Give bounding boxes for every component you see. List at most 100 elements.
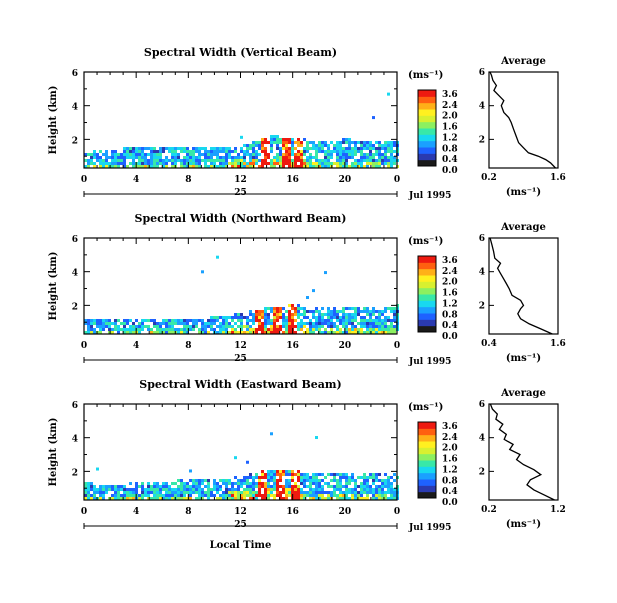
heatmap-cell	[291, 138, 294, 141]
heatmap-cell	[351, 473, 354, 476]
heatmap-cell	[378, 473, 381, 476]
heatmap-cell	[186, 488, 189, 491]
heatmap-cell	[243, 144, 246, 147]
heatmap-cell	[255, 159, 258, 162]
heatmap-cell	[141, 325, 144, 328]
heatmap-cell	[390, 150, 393, 153]
heatmap-cell	[144, 153, 147, 156]
heatmap-cell	[138, 328, 141, 331]
heatmap-cell	[360, 485, 363, 488]
heatmap-cell	[309, 310, 312, 313]
heatmap-cell	[267, 153, 270, 156]
heatmap-cell	[276, 479, 279, 482]
heatmap-cell	[348, 482, 351, 485]
heatmap-cell	[204, 328, 207, 331]
heatmap-cell	[117, 488, 120, 491]
heatmap-cell	[285, 144, 288, 147]
heatmap-cell	[270, 165, 273, 168]
heatmap-cell	[273, 325, 276, 328]
heatmap-cell	[345, 476, 348, 479]
heatmap-cell	[288, 322, 291, 325]
heatmap-cell	[315, 150, 318, 153]
heatmap-cell	[231, 494, 234, 497]
heatmap-cell	[141, 494, 144, 497]
heatmap-cell	[393, 150, 396, 153]
heatmap-cell	[270, 473, 273, 476]
heatmap-cell	[318, 328, 321, 331]
heatmap-cell	[234, 159, 237, 162]
heatmap-cell	[333, 331, 336, 334]
heatmap-cell	[237, 485, 240, 488]
colorbar-tick-label: 2.4	[442, 433, 458, 443]
heatmap-cell	[288, 494, 291, 497]
heatmap-cell	[381, 485, 384, 488]
heatmap-cell	[210, 328, 213, 331]
heatmap-cell	[156, 162, 159, 165]
y-tick-label: 2	[72, 468, 78, 478]
heatmap-cell	[183, 328, 186, 331]
heatmap-cell	[372, 307, 375, 310]
heatmap-cell	[153, 482, 156, 485]
heatmap-cell	[201, 153, 204, 156]
heatmap-cell	[231, 328, 234, 331]
heatmap-cell	[312, 156, 315, 159]
heatmap-cell	[114, 159, 117, 162]
heatmap-cell	[369, 473, 372, 476]
heatmap-cell	[333, 488, 336, 491]
heatmap-cell	[285, 479, 288, 482]
heatmap-cell	[123, 331, 126, 334]
heatmap-cell	[285, 316, 288, 319]
heatmap-cell	[99, 156, 102, 159]
heatmap-cell	[189, 165, 192, 168]
heatmap-cell	[114, 156, 117, 159]
heatmap-cell	[309, 325, 312, 328]
heatmap-cell	[288, 162, 291, 165]
heatmap-cell	[345, 153, 348, 156]
heatmap-cell	[321, 307, 324, 310]
heatmap-cell	[192, 485, 195, 488]
heatmap-cell	[303, 325, 306, 328]
heatmap-cell	[135, 325, 138, 328]
heatmap-cell	[336, 331, 339, 334]
heatmap-cell	[189, 497, 192, 500]
heatmap-cell	[189, 469, 192, 473]
colorbar-tick-label: 1.6	[442, 455, 458, 465]
heatmap-cell	[354, 313, 357, 316]
colorbar-swatch	[418, 453, 436, 461]
heatmap-cell	[306, 162, 309, 165]
heatmap-cell	[342, 147, 345, 150]
heatmap-cell	[360, 162, 363, 165]
heatmap-cell	[213, 482, 216, 485]
heatmap-cell	[153, 159, 156, 162]
heatmap-cell	[387, 147, 390, 150]
heatmap-cell	[336, 159, 339, 162]
heatmap-cell	[303, 165, 306, 168]
heatmap-cell	[363, 144, 366, 147]
heatmap-cell	[87, 319, 90, 322]
heatmap-cell	[273, 497, 276, 500]
heatmap-cell	[366, 162, 369, 165]
heatmap-cell	[258, 485, 261, 488]
heatmap-cell	[297, 138, 300, 141]
heatmap-cell	[294, 473, 297, 476]
heatmap-cell	[195, 482, 198, 485]
heatmap-cell	[384, 497, 387, 500]
heatmap-cell	[342, 316, 345, 319]
heatmap-cell	[339, 479, 342, 482]
heatmap-cell	[258, 476, 261, 479]
heatmap-cell	[264, 476, 267, 479]
heatmap-cell	[345, 482, 348, 485]
heatmap-cell	[381, 494, 384, 497]
heatmap-cell	[309, 141, 312, 144]
heatmap-cell	[375, 141, 378, 144]
heatmap-cell	[114, 162, 117, 165]
x-tick-label: 0	[394, 507, 400, 517]
heatmap-cell	[291, 307, 294, 310]
heatmap-cell	[264, 141, 267, 144]
heatmap-cell	[369, 147, 372, 150]
heatmap-cell	[84, 159, 87, 162]
heatmap-cell	[84, 165, 87, 168]
heatmap-cell	[324, 165, 327, 168]
heatmap-cell	[345, 479, 348, 482]
heatmap-cell	[156, 322, 159, 325]
